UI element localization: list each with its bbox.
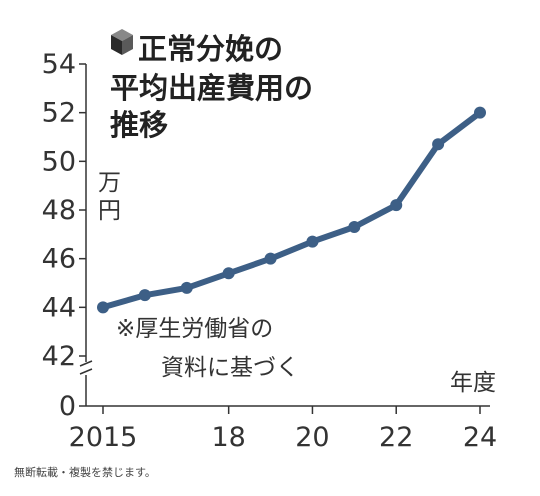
data-point — [264, 252, 277, 265]
y-tick-label: 52 — [42, 98, 76, 129]
y-unit-label-line-2: 円 — [98, 198, 121, 224]
y-ticks: 54 52 50 48 46 44 42 0 — [42, 49, 86, 422]
x-tick-label: 2015 — [69, 422, 138, 453]
source-note: ※厚生労働省の 資料に基づく — [116, 316, 299, 381]
y-tick-label: 46 — [42, 244, 76, 275]
cube-icon — [111, 29, 133, 55]
x-tick-label: 18 — [211, 422, 245, 453]
data-point — [138, 289, 151, 302]
y-axis — [79, 64, 93, 406]
y-unit-label-line-1: 万 — [98, 170, 121, 196]
title-line-1: 正常分娩の — [138, 32, 283, 66]
x-tick-label: 20 — [295, 422, 329, 453]
x-tick-label: 24 — [463, 422, 497, 453]
data-point — [97, 301, 109, 314]
title-line-2: 平均出産費用の — [110, 71, 313, 105]
series-group — [97, 106, 486, 314]
axis-break-mark-1 — [79, 360, 93, 367]
data-point — [348, 221, 361, 234]
y-tick-label: 44 — [42, 292, 76, 323]
x-tick-label: 22 — [379, 422, 413, 453]
data-point — [474, 106, 486, 119]
data-point — [222, 267, 235, 280]
copyright-footer: 無断転載・複製を禁じます。 — [14, 466, 156, 479]
title-line-3: 推移 — [110, 108, 168, 142]
line-chart: 正常分娩の 平均出産費用の 推移 万 円 年度 ※厚生労働省の 資料に基づく 5… — [42, 29, 497, 453]
source-note-line-2: 資料に基づく — [161, 355, 299, 381]
x-axis-label: 年度 — [450, 370, 496, 396]
data-point — [390, 199, 403, 212]
chart-title: 正常分娩の 平均出産費用の 推移 — [110, 29, 313, 142]
y-unit-label: 万 円 — [98, 170, 121, 224]
source-note-line-1: ※厚生労働省の — [116, 316, 273, 342]
data-point — [306, 235, 319, 248]
y-tick-label: 42 — [42, 341, 76, 372]
y-tick-label: 54 — [42, 49, 76, 80]
y-tick-label: 50 — [42, 146, 76, 177]
axis-break-mark-2 — [79, 368, 93, 375]
series-line — [100, 109, 483, 311]
data-point — [432, 138, 445, 151]
y-tick-label: 0 — [59, 391, 76, 422]
data-point — [180, 281, 193, 294]
x-ticks: 2015 18 20 22 24 — [69, 406, 497, 453]
y-tick-label: 48 — [42, 195, 76, 226]
